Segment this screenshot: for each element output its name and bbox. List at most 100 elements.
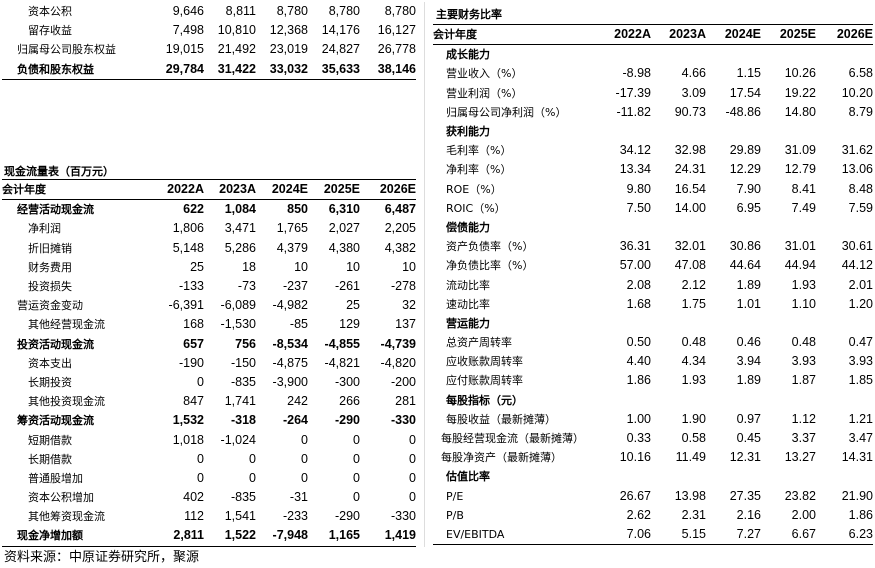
row-value: 10 <box>294 259 308 274</box>
row-value <box>599 467 651 486</box>
row-value: 1.68 <box>626 296 651 311</box>
row-value: -4,982 <box>272 298 308 313</box>
table-row: 资产负债率（%） 36.31 32.01 30.86 31.01 30.61 <box>433 237 873 256</box>
row-value: 168 <box>183 317 204 332</box>
row-value: 4.40 <box>626 354 651 369</box>
table-row: 估值比率 <box>433 467 873 486</box>
row-label: 速动比率 <box>446 297 490 311</box>
row-value: 7.06 <box>599 524 651 546</box>
row-value: 0 <box>409 432 416 447</box>
row-value: 7.49 <box>791 200 816 215</box>
row-value: 29,784 <box>152 59 204 80</box>
table-row: 负债和股东权益 29,784 31,422 33,032 35,633 38,146 <box>2 59 416 80</box>
row-value: 13.27 <box>784 450 816 465</box>
row-value: 0.33 <box>626 431 651 446</box>
row-value: 0 <box>353 451 360 466</box>
row-value: 4,382 <box>384 240 416 255</box>
table-row: 筹资活动现金流 1,532 -318 -264 -290 -330 <box>2 411 416 430</box>
row-value: 1,165 <box>308 526 360 547</box>
table-row: 净负债比率（%） 57.00 47.08 44.64 44.94 44.12 <box>433 256 873 275</box>
row-label: 流动比率 <box>446 278 490 292</box>
table-row: EV/EBITDA 7.06 5.15 7.27 6.67 6.23 <box>433 524 873 546</box>
row-value: 0 <box>353 470 360 485</box>
row-value: 13.34 <box>619 162 651 177</box>
row-value: 44.64 <box>729 258 761 273</box>
table-row: 应付账款周转率 1.86 1.93 1.89 1.87 1.85 <box>433 371 873 390</box>
row-value: 6.95 <box>736 200 761 215</box>
ratios-table: 会计年度 2022A 2023A 2024E 2025E 2026E 成长能力 营业收入（%）… <box>433 23 873 546</box>
table-row: 经营活动现金流 622 1,084 850 6,310 6,487 <box>2 200 416 220</box>
row-value: 11.49 <box>675 450 706 465</box>
row-value: 3.47 <box>848 431 873 446</box>
table-row: 短期借款 1,018 -1,024 0 0 0 <box>2 430 416 449</box>
row-value: 112 <box>184 509 204 524</box>
row-label: 其他筹资现金流 <box>28 510 105 524</box>
row-value: 30.86 <box>729 239 761 254</box>
row-label: 其他投资现金流 <box>28 395 105 409</box>
row-value: 31,422 <box>204 59 256 80</box>
row-label: 长期借款 <box>28 452 72 466</box>
row-value: 21.90 <box>841 488 873 503</box>
header-year: 2022A <box>599 23 651 46</box>
row-value: 2,811 <box>152 526 204 547</box>
table-row: 每股收益（最新摊薄） 1.00 1.90 0.97 1.12 1.21 <box>433 410 873 429</box>
row-value: 1,806 <box>172 221 204 236</box>
row-label: 普通股增加 <box>28 471 83 485</box>
row-label: 营运资金变动 <box>17 299 83 313</box>
table-row: 营业利润（%） -17.39 3.09 17.54 19.22 10.20 <box>433 84 873 103</box>
row-value <box>599 45 651 65</box>
row-value: -4,875 <box>272 355 308 370</box>
row-value: 12,368 <box>269 23 308 38</box>
row-label: 资本公积增加 <box>28 491 94 505</box>
ratios-title: 主要财务比率 <box>436 8 502 21</box>
row-label: 净利润 <box>28 222 61 236</box>
row-value: 8.48 <box>848 181 873 196</box>
row-value: 31.09 <box>784 143 816 158</box>
table-row: 资本公积增加 402 -835 -31 0 0 <box>2 488 416 507</box>
table-row: 营业收入（%） -8.98 4.66 1.15 10.26 6.58 <box>433 64 873 83</box>
row-value: 2,205 <box>384 221 416 236</box>
table-row: 偿债能力 <box>433 218 873 237</box>
row-value: 4.66 <box>681 66 706 81</box>
row-label: 资本公积 <box>28 5 72 19</box>
table-row: 每股经营现金流（最新摊薄） 0.33 0.58 0.45 3.37 3.47 <box>433 429 873 448</box>
table-header-row: 会计年度 2022A 2023A 2024E 2025E 2026E <box>2 178 416 201</box>
row-value: 12.29 <box>729 162 761 177</box>
table-row: P/B 2.62 2.31 2.16 2.00 1.86 <box>433 506 873 525</box>
row-value: 26.67 <box>619 488 651 503</box>
row-value: 8,780 <box>276 4 308 19</box>
row-value: 13.06 <box>841 162 873 177</box>
row-value: 0 <box>409 451 416 466</box>
row-value: 6,310 <box>328 202 360 217</box>
row-value: 29.89 <box>729 143 761 158</box>
row-value: 0.48 <box>791 335 816 350</box>
row-value: 1.75 <box>681 296 706 311</box>
row-value: 8.41 <box>791 181 816 196</box>
row-value: -3,900 <box>272 374 308 389</box>
row-value: 44.94 <box>784 258 816 273</box>
row-value: 657 <box>183 336 204 351</box>
row-value <box>816 391 873 410</box>
header-label: 会计年度 <box>2 178 152 201</box>
row-value <box>816 314 873 333</box>
row-value: -6,391 <box>168 298 204 313</box>
row-value: 0.48 <box>681 335 706 350</box>
row-value: 14,176 <box>321 23 360 38</box>
row-value <box>761 45 816 65</box>
table-row: ROIC（%） 7.50 14.00 6.95 7.49 7.59 <box>433 199 873 218</box>
row-value: 137 <box>395 317 416 332</box>
row-value: 24.31 <box>674 162 706 177</box>
row-value: 1,741 <box>224 394 256 409</box>
row-value <box>706 314 761 333</box>
row-label: 每股指标（元） <box>446 393 523 407</box>
row-value: -1,024 <box>220 432 256 447</box>
row-value <box>651 467 706 486</box>
row-value: 3.09 <box>681 85 706 100</box>
row-value <box>761 467 816 486</box>
row-label: 财务费用 <box>28 260 72 274</box>
row-value: 16,127 <box>377 23 416 38</box>
row-value: 281 <box>395 394 416 409</box>
row-value: 0.47 <box>848 335 873 350</box>
table-row: 获利能力 <box>433 122 873 141</box>
row-value <box>599 122 651 141</box>
